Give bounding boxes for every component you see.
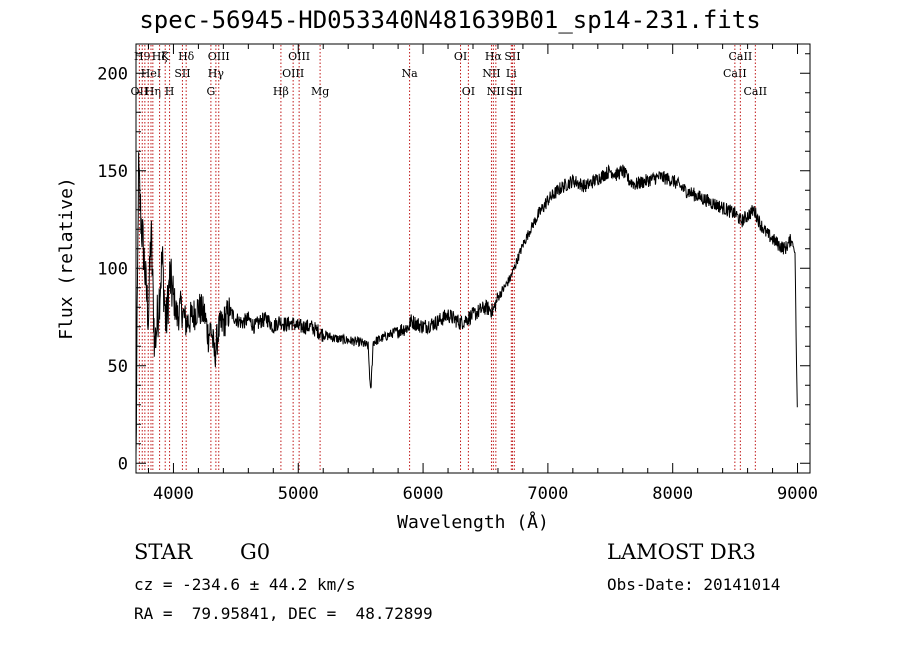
line-label: OIII bbox=[208, 50, 230, 63]
line-label: Hζ bbox=[152, 50, 168, 63]
line-label: SII bbox=[506, 85, 522, 98]
line-label: Na bbox=[402, 67, 419, 80]
line-label: OIII bbox=[282, 67, 304, 80]
y-tick-label: 100 bbox=[97, 259, 128, 279]
y-tick-label: 150 bbox=[97, 162, 128, 182]
x-tick-label: 6000 bbox=[403, 484, 444, 504]
line-label: NII bbox=[482, 67, 500, 80]
object-type: STAR bbox=[134, 540, 193, 564]
line-label: OIII bbox=[288, 50, 310, 63]
y-tick-label: 0 bbox=[118, 454, 128, 474]
x-tick-label: 5000 bbox=[278, 484, 319, 504]
line-label: Hγ bbox=[208, 67, 225, 80]
x-axis-label: Wavelength (Å) bbox=[397, 511, 549, 533]
line-label: K bbox=[161, 50, 170, 63]
line-label: CaII bbox=[723, 67, 747, 80]
line-label: SII bbox=[174, 67, 190, 80]
line-label: Mg bbox=[311, 85, 329, 98]
y-tick-label: 50 bbox=[108, 357, 128, 377]
line-label: G bbox=[206, 85, 215, 98]
line-label: CaII bbox=[729, 50, 753, 63]
line-label: OII bbox=[131, 85, 149, 98]
coords-text: RA = 79.95841, DEC = 48.72899 bbox=[134, 604, 433, 623]
obs-date-text: Obs-Date: 20141014 bbox=[607, 575, 781, 594]
y-axis-label: Flux (relative) bbox=[56, 177, 77, 340]
line-label: NII bbox=[487, 85, 505, 98]
plot-frame bbox=[135, 43, 811, 474]
x-tick-label: 9000 bbox=[777, 484, 818, 504]
x-tick-label: 4000 bbox=[153, 484, 194, 504]
line-label: HeI bbox=[141, 67, 161, 80]
spectral-subclass: G0 bbox=[240, 540, 271, 564]
line-label: Hη bbox=[145, 85, 161, 98]
x-tick-label: 8000 bbox=[652, 484, 693, 504]
line-label: Hβ bbox=[273, 85, 289, 98]
x-tick-label: 7000 bbox=[527, 484, 568, 504]
line-label: CaII bbox=[743, 85, 767, 98]
survey-name: LAMOST DR3 bbox=[607, 540, 756, 564]
line-label: Hδ bbox=[178, 50, 195, 63]
redshift-text: cz = -234.6 ± 44.2 km/s bbox=[134, 575, 356, 594]
line-label: H bbox=[165, 85, 175, 98]
line-label: OI bbox=[454, 50, 467, 63]
spectrum-series-line bbox=[135, 152, 798, 455]
chart-title: spec-56945-HD053340N481639B01_sp14-231.f… bbox=[139, 6, 761, 34]
axes: 4000 5000 6000 7000 8000 9000 0 50 100 150 200 bbox=[97, 44, 818, 504]
line-label: Hα bbox=[485, 50, 503, 63]
line-label: Li bbox=[506, 67, 517, 80]
line-label: OI bbox=[462, 85, 475, 98]
line-label: SII bbox=[504, 50, 520, 63]
emission-line-markers: OIIH9HeIHηHζKHSIIHδGHγOIIIHβOIIIOIIIMgNa… bbox=[131, 45, 767, 472]
y-tick-label: 200 bbox=[97, 64, 128, 84]
